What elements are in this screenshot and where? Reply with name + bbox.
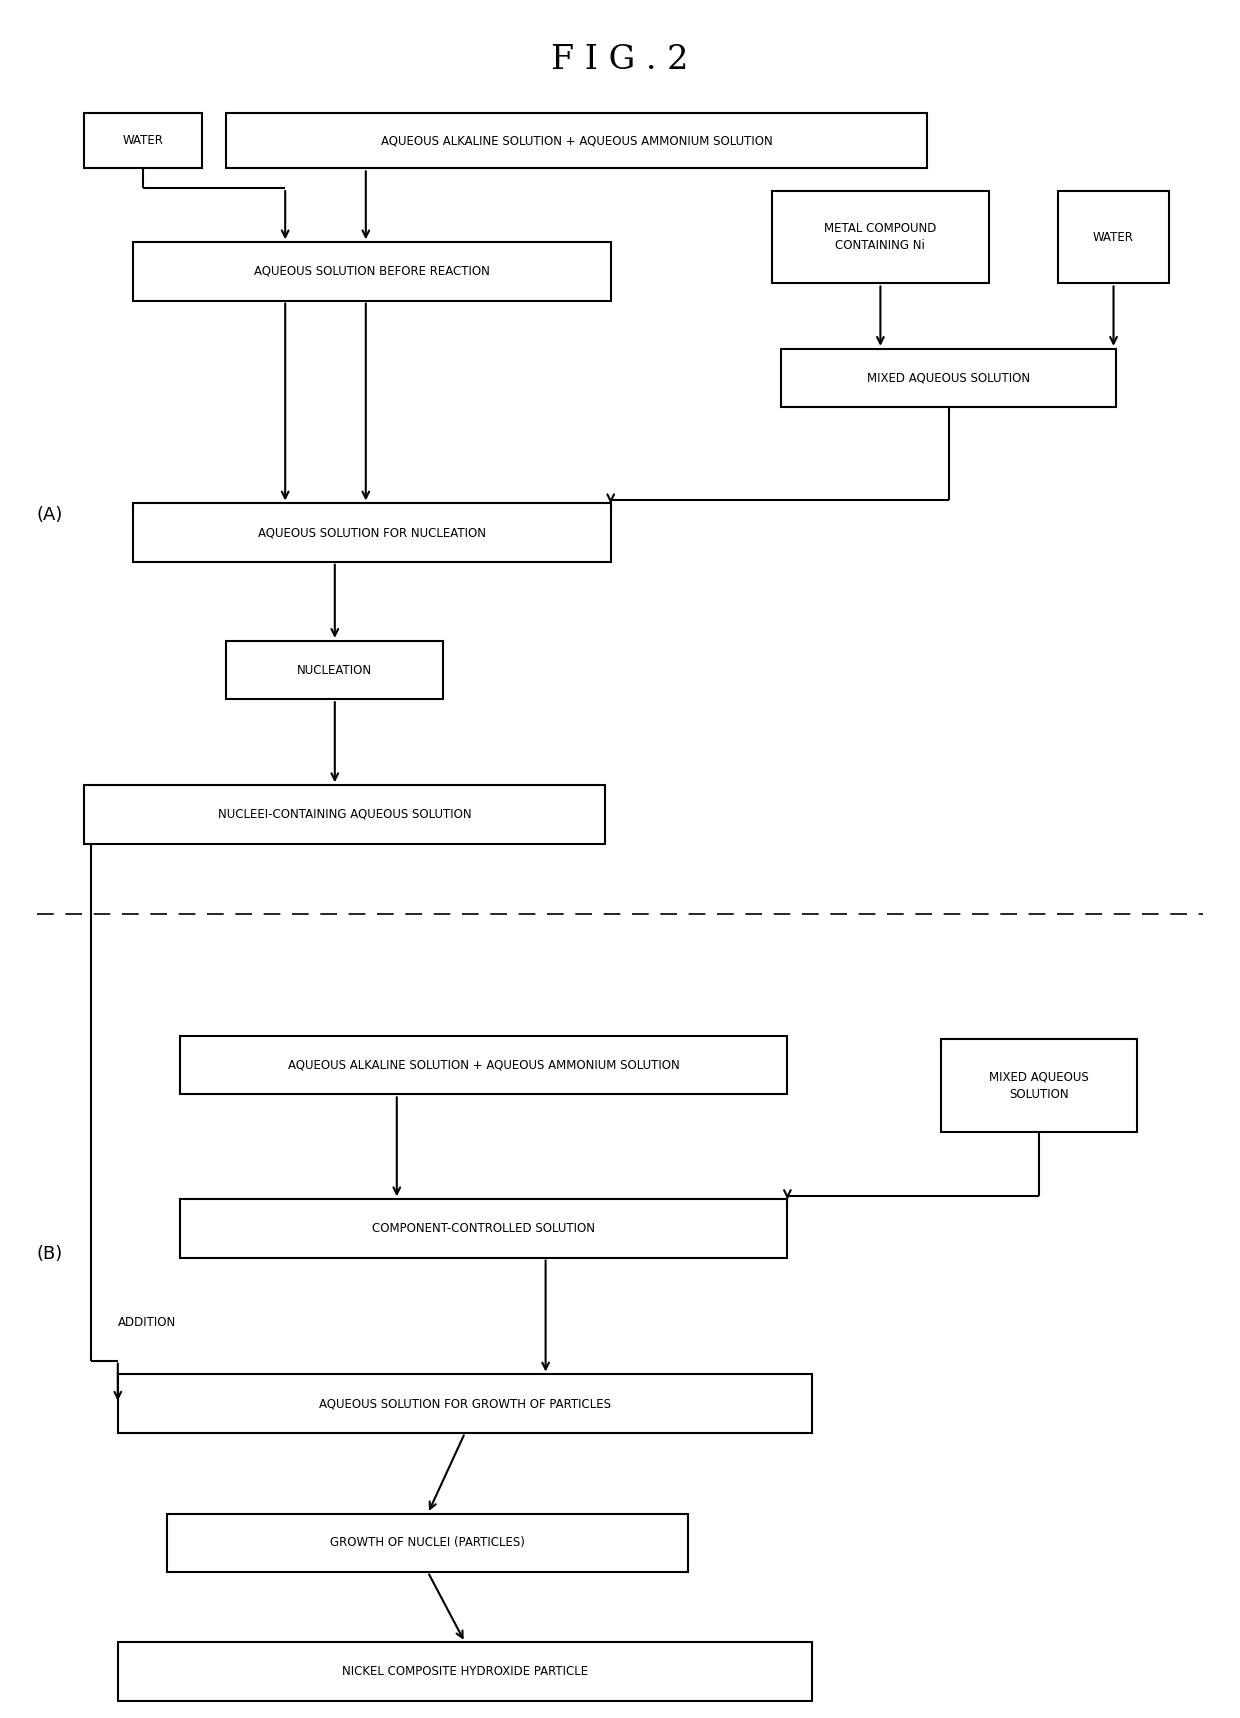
Bar — [227, 641, 444, 699]
Text: COMPONENT-CONTROLLED SOLUTION: COMPONENT-CONTROLLED SOLUTION — [372, 1221, 595, 1235]
Text: MIXED AQUEOUS
SOLUTION: MIXED AQUEOUS SOLUTION — [990, 1070, 1089, 1101]
Bar — [118, 1374, 812, 1433]
Text: WATER: WATER — [123, 134, 162, 148]
Text: ADDITION: ADDITION — [118, 1316, 176, 1330]
Text: NUCLEEI-CONTAINING AQUEOUS SOLUTION: NUCLEEI-CONTAINING AQUEOUS SOLUTION — [218, 807, 471, 821]
Bar — [133, 242, 611, 301]
Text: AQUEOUS SOLUTION FOR NUCLEATION: AQUEOUS SOLUTION FOR NUCLEATION — [258, 526, 486, 539]
Bar — [84, 113, 201, 168]
Text: AQUEOUS ALKALINE SOLUTION + AQUEOUS AMMONIUM SOLUTION: AQUEOUS ALKALINE SOLUTION + AQUEOUS AMMO… — [288, 1058, 680, 1072]
Bar — [167, 1514, 688, 1572]
Bar — [180, 1199, 787, 1258]
Text: F I G . 2: F I G . 2 — [552, 45, 688, 76]
Text: AQUEOUS ALKALINE SOLUTION + AQUEOUS AMMONIUM SOLUTION: AQUEOUS ALKALINE SOLUTION + AQUEOUS AMMO… — [381, 134, 773, 148]
Bar — [133, 503, 611, 562]
Bar — [180, 1036, 787, 1094]
Bar — [941, 1039, 1137, 1132]
Bar — [1058, 191, 1169, 283]
Bar — [771, 191, 988, 283]
Bar — [84, 785, 605, 844]
Text: (A): (A) — [36, 507, 63, 524]
Bar — [781, 349, 1116, 407]
Bar — [227, 113, 926, 168]
Text: AQUEOUS SOLUTION FOR GROWTH OF PARTICLES: AQUEOUS SOLUTION FOR GROWTH OF PARTICLES — [319, 1397, 611, 1410]
Text: NICKEL COMPOSITE HYDROXIDE PARTICLE: NICKEL COMPOSITE HYDROXIDE PARTICLE — [342, 1665, 588, 1678]
Text: WATER: WATER — [1094, 230, 1133, 244]
Text: MIXED AQUEOUS SOLUTION: MIXED AQUEOUS SOLUTION — [867, 371, 1030, 385]
Text: NUCLEATION: NUCLEATION — [298, 663, 372, 677]
Text: (B): (B) — [36, 1246, 63, 1263]
Bar — [118, 1642, 812, 1701]
Text: AQUEOUS SOLUTION BEFORE REACTION: AQUEOUS SOLUTION BEFORE REACTION — [254, 265, 490, 278]
Text: GROWTH OF NUCLEI (PARTICLES): GROWTH OF NUCLEI (PARTICLES) — [330, 1536, 526, 1550]
Text: METAL COMPOUND
CONTAINING Ni: METAL COMPOUND CONTAINING Ni — [825, 222, 936, 253]
